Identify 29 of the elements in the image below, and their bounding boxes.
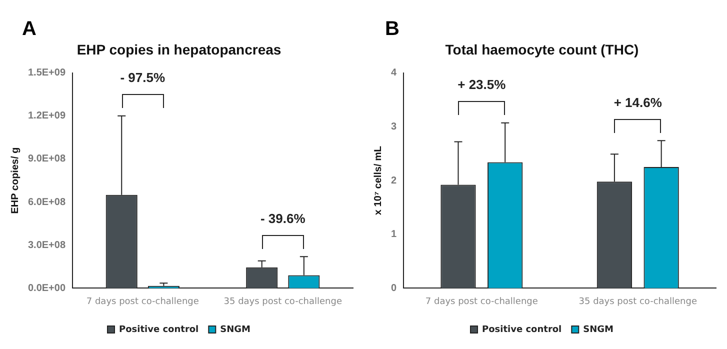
annotation: + 23.5% <box>458 76 506 92</box>
y-axis-title: x 10⁷ cells/ mL <box>372 146 384 216</box>
x-tick-label: 7 days post co-challenge <box>86 296 200 307</box>
x-tick-label: 35 days post co-challenge <box>224 296 342 307</box>
annotation: - 97.5% <box>120 70 166 85</box>
annotation: - 39.6% <box>260 210 306 226</box>
chart-title: Total haemocyte count (THC) <box>445 41 639 58</box>
legend-label: Positive control <box>482 324 562 335</box>
y-tick-label: 0 <box>391 282 397 294</box>
x-tick-label: 35 days post co-challenge <box>578 296 698 307</box>
legend-label: SNGM <box>583 324 614 335</box>
y-tick-label: 6.0E+08 <box>28 196 66 208</box>
y-tick-label: 9.0E+08 <box>28 154 66 165</box>
y-tick-label: 1.2E+09 <box>28 110 66 122</box>
y-tick-label: 3.0E+08 <box>28 240 66 251</box>
text: A <box>22 18 36 41</box>
text: B <box>385 18 400 41</box>
y-tick-label: 0.0E+00 <box>28 282 66 294</box>
legend-label: SNGM <box>220 324 251 335</box>
y-tick-label: 1 <box>391 229 397 240</box>
chart-title: EHP copies in hepatopancreas <box>76 41 282 58</box>
y-tick-label: 2 <box>391 175 397 186</box>
y-axis-title: EHP copies/ g <box>10 147 21 214</box>
x-tick-label: 7 days post co-challenge <box>425 296 538 307</box>
annotation: + 14.6% <box>614 94 662 110</box>
y-tick-label: 3 <box>391 121 397 132</box>
y-tick-label: 1.5E+09 <box>28 68 66 79</box>
legend-label: Positive control <box>119 324 199 335</box>
y-tick-label: 4 <box>391 68 397 79</box>
